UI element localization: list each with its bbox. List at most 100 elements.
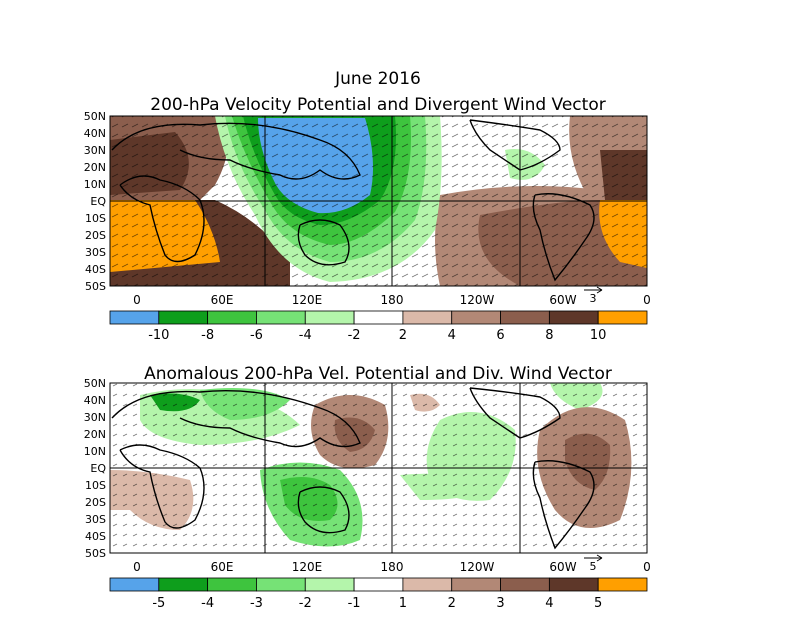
lat-label: 20N — [84, 428, 106, 441]
colorbar-label: 6 — [496, 328, 504, 343]
lon-label: 60W — [549, 560, 576, 574]
lon-label: 180 — [381, 293, 404, 307]
colorbar-swatch — [207, 310, 257, 325]
colorbar-label: 4 — [448, 328, 456, 343]
panel-1-reference-vector: 3 — [584, 286, 603, 305]
colorbar-label: 2 — [399, 328, 407, 343]
colorbar-label: 5 — [594, 596, 602, 611]
lat-label: 40N — [84, 127, 106, 140]
colorbar-label: 10 — [590, 328, 607, 343]
reference-vector-label: 3 — [590, 292, 597, 305]
lon-label: 120W — [460, 293, 495, 307]
panel-2-frame — [109, 382, 648, 554]
lat-label: 20S — [85, 496, 106, 509]
lon-label: 0 — [643, 293, 651, 307]
panel-2-reference-vector: 5 — [584, 554, 603, 573]
colorbar-swatch — [109, 310, 160, 325]
lat-label: 50N — [84, 377, 106, 390]
colorbar-swatch — [500, 310, 550, 325]
panel-2-colorbar-labels: -5 -4 -3 -2 -1 1 2 3 4 5 — [152, 596, 602, 611]
coastline-australia — [297, 219, 350, 266]
colorbar-label: 3 — [496, 596, 504, 611]
colorbar-label: -3 — [250, 596, 263, 611]
lon-label: 60W — [549, 293, 576, 307]
lat-label: 10S — [85, 212, 106, 225]
colorbar-label: 8 — [545, 328, 553, 343]
lat-label: 50S — [85, 280, 106, 293]
lon-label: 60E — [211, 293, 234, 307]
coastline-north-america — [469, 387, 561, 439]
panel-2-lat-labels: 50N 40N 30N 20N 10N EQ 10S 20S 30S 40S 5… — [84, 377, 107, 560]
lat-label: 30N — [84, 411, 106, 424]
lat-label: 10N — [84, 445, 106, 458]
panel-1-lon-labels: 0 60E 120E 180 120W 60W 0 — [133, 293, 651, 307]
lat-label: 40S — [85, 263, 106, 276]
lon-label: 180 — [381, 560, 404, 574]
panel-2-lon-labels: 0 60E 120E 180 120W 60W 0 — [133, 560, 651, 574]
colorbar-swatch — [548, 577, 599, 592]
colorbar-label: 2 — [448, 596, 456, 611]
colorbar-swatch — [158, 310, 209, 325]
coastline-north-america — [469, 119, 561, 171]
colorbar-label: 1 — [399, 596, 407, 611]
colorbar-swatch — [451, 310, 501, 325]
panel-1-map — [110, 116, 647, 286]
colorbar-swatch — [109, 577, 160, 592]
colorbar-label: -4 — [201, 596, 214, 611]
lat-label: EQ — [90, 195, 106, 208]
coastline-australia — [297, 486, 350, 534]
coastline-south-america — [532, 460, 595, 550]
colorbar-label: 4 — [545, 596, 553, 611]
colorbar-swatch — [304, 577, 355, 592]
coastline-eurasia — [111, 122, 361, 180]
coastline-eurasia — [111, 390, 361, 448]
colorbar-swatch — [597, 577, 648, 592]
lat-label: 10N — [84, 178, 106, 191]
lat-label: 50S — [85, 547, 106, 560]
panel-1-colorbar-labels: -10 -8 -6 -4 -2 2 4 6 8 10 — [148, 328, 606, 343]
colorbar-swatch — [500, 577, 550, 592]
lon-label: 0 — [133, 560, 141, 574]
lon-label: 120E — [292, 560, 323, 574]
lat-label: 40S — [85, 530, 106, 543]
colorbar-swatch — [256, 577, 306, 592]
colorbar-label: -1 — [348, 596, 361, 611]
lat-label: 30S — [85, 246, 106, 259]
colorbar-swatch — [353, 577, 404, 592]
colorbar-swatch — [597, 310, 648, 325]
coastline-south-america — [532, 193, 595, 282]
colorbar-swatch — [158, 577, 209, 592]
panel-2-title: Anomalous 200-hPa Vel. Potential and Div… — [144, 364, 612, 384]
panel-2-map — [110, 383, 647, 553]
colorbar-swatch — [548, 310, 599, 325]
lat-label: 40N — [84, 394, 106, 407]
coastline-africa — [119, 175, 205, 263]
panel-1-lat-labels: 50N 40N 30N 20N 10N EQ 10S 20S 30S 40S 5… — [84, 110, 107, 293]
panel-2-colorbar — [109, 577, 648, 592]
colorbar-label: -2 — [348, 328, 361, 343]
panel-1-colorbar — [109, 310, 648, 325]
lat-label: 30N — [84, 144, 106, 157]
lat-label: 30S — [85, 513, 106, 526]
lat-label: 20N — [84, 161, 106, 174]
colorbar-swatch — [402, 577, 453, 592]
lat-label: 50N — [84, 110, 106, 123]
lat-label: 20S — [85, 229, 106, 242]
colorbar-label: -10 — [148, 328, 169, 343]
lon-label: 60E — [211, 560, 234, 574]
lon-label: 120E — [292, 293, 323, 307]
colorbar-label: -6 — [250, 328, 263, 343]
panel-1-title: 200-hPa Velocity Potential and Divergent… — [150, 95, 605, 115]
colorbar-label: -4 — [299, 328, 312, 343]
reference-vector-label: 5 — [590, 560, 597, 573]
coastline-africa — [119, 444, 205, 529]
lon-label: 0 — [133, 293, 141, 307]
lon-label: 0 — [643, 560, 651, 574]
colorbar-label: -8 — [201, 328, 214, 343]
lat-label: EQ — [90, 462, 106, 475]
lon-label: 120W — [460, 560, 495, 574]
colorbar-swatch — [402, 310, 453, 325]
colorbar-swatch — [451, 577, 501, 592]
colorbar-swatch — [207, 577, 257, 592]
